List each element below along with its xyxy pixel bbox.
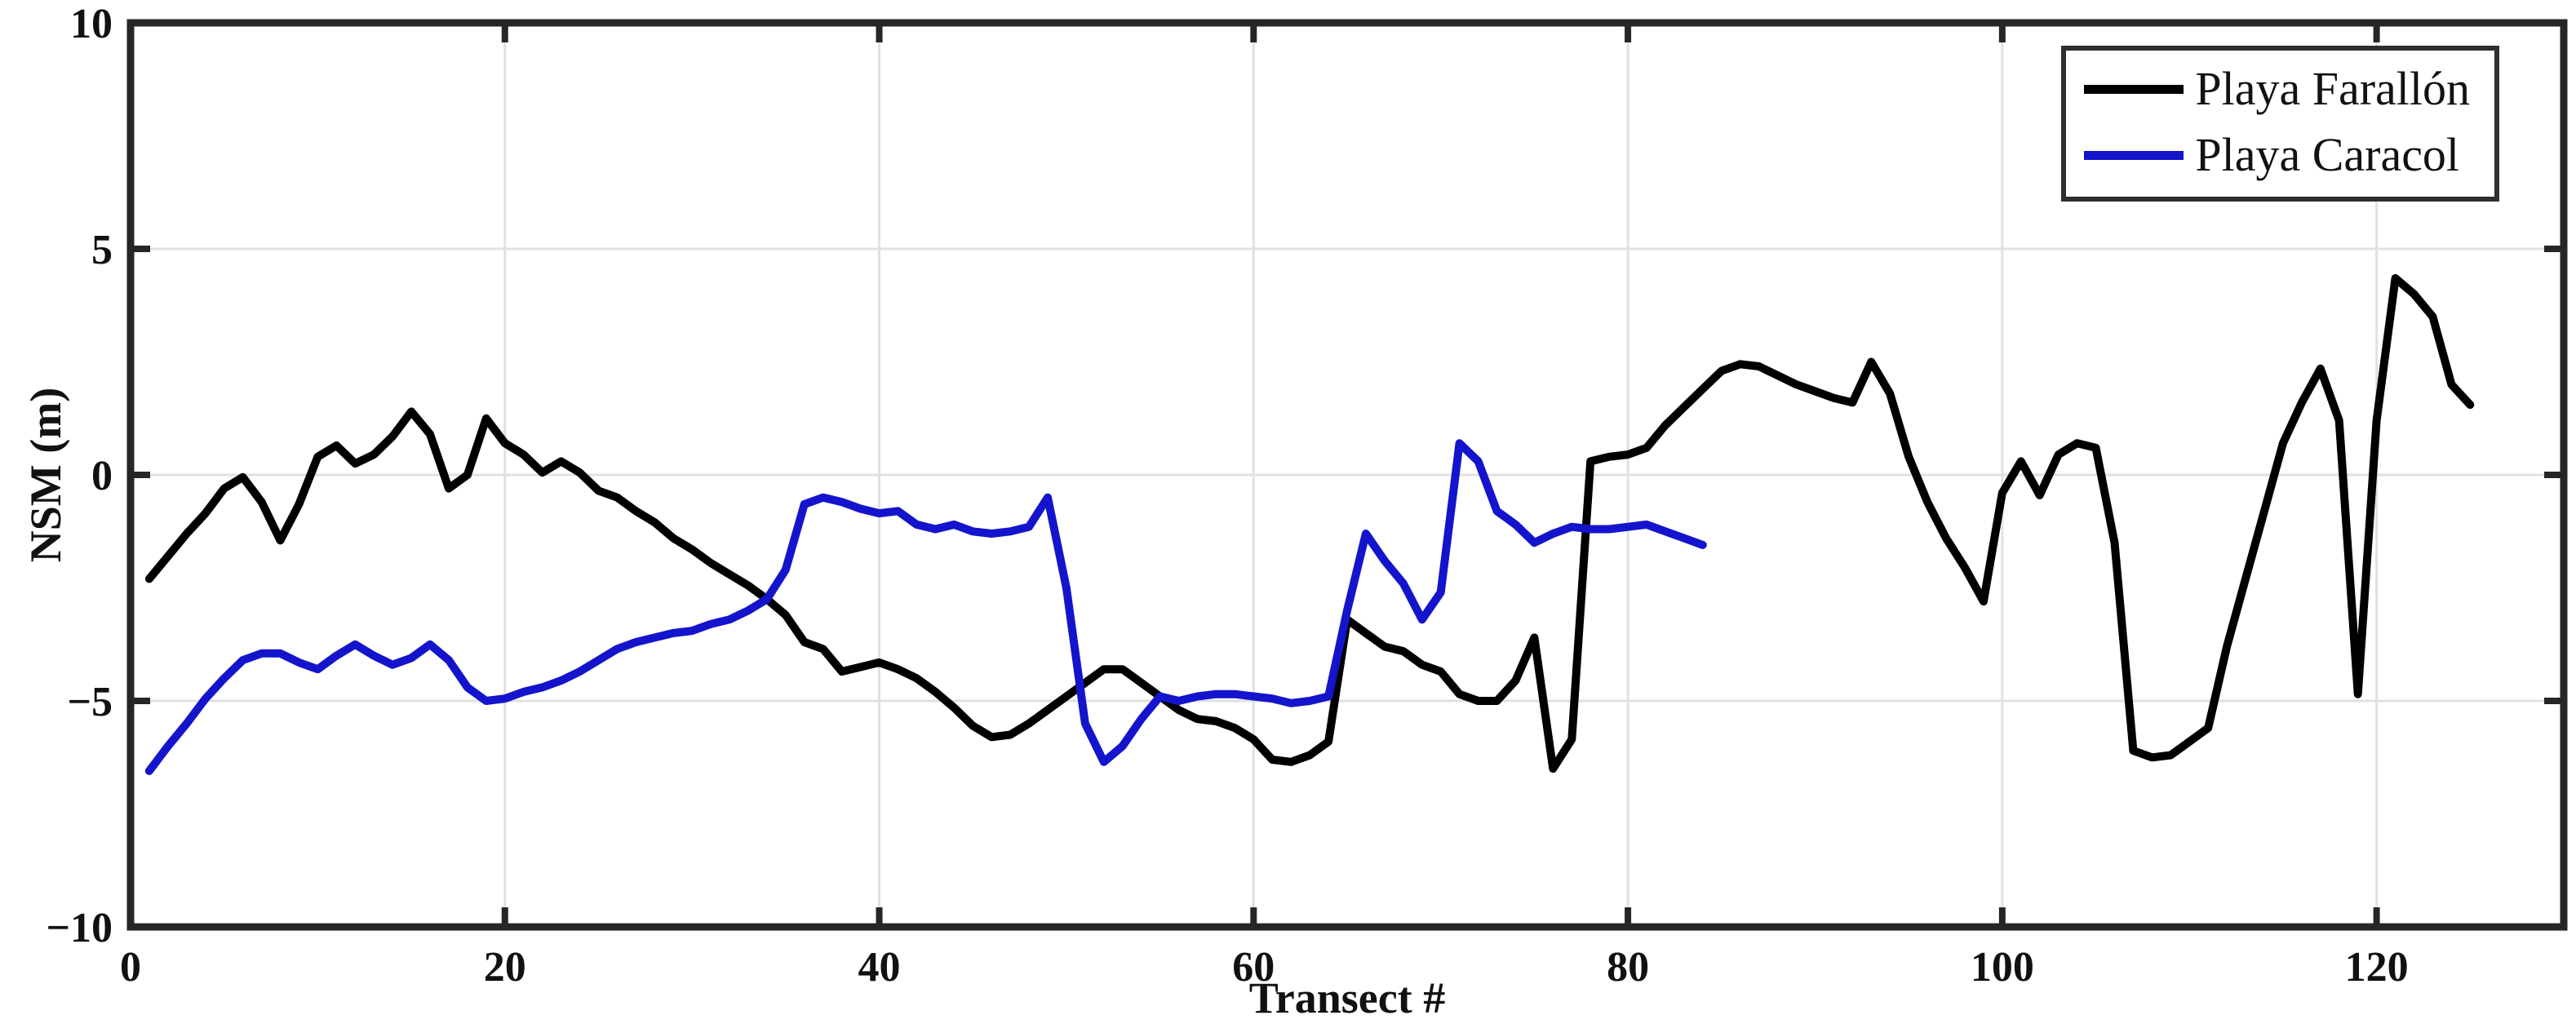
x-tick-label: 40 [858,944,901,991]
y-tick-label: 5 [91,227,113,273]
y-tick-label: 10 [70,1,113,47]
caracol-line-swatch [2084,150,2184,160]
y-tick-label: −5 [67,679,113,725]
x-tick-label: 20 [484,944,526,991]
y-axis-label: NSM (m) [21,387,70,563]
series-line-playa-farallon [144,274,2475,774]
farallon-line-swatch [2084,84,2184,94]
x-tick-label: 80 [1607,944,1649,991]
x-tick-label: 60 [1232,944,1275,991]
x-tick-label: 120 [2345,944,2409,991]
y-tick-label: −10 [46,905,113,951]
legend-label: Playa Farallón [2195,62,2470,115]
x-tick-label: 0 [120,944,141,991]
legend: Playa Farallón Playa Caracol [2061,46,2499,202]
y-tick-label: 0 [91,453,113,499]
x-tick-label: 100 [1971,944,2034,991]
axes-box [126,19,2568,931]
series-line-playa-caracol [144,439,1707,775]
legend-item-playa-farallon: Playa Farallón [2084,62,2470,117]
legend-item-playa-caracol: Playa Caracol [2084,128,2470,183]
legend-label: Playa Caracol [2195,127,2460,181]
x-axis-label: Transect # [1248,973,1446,1022]
